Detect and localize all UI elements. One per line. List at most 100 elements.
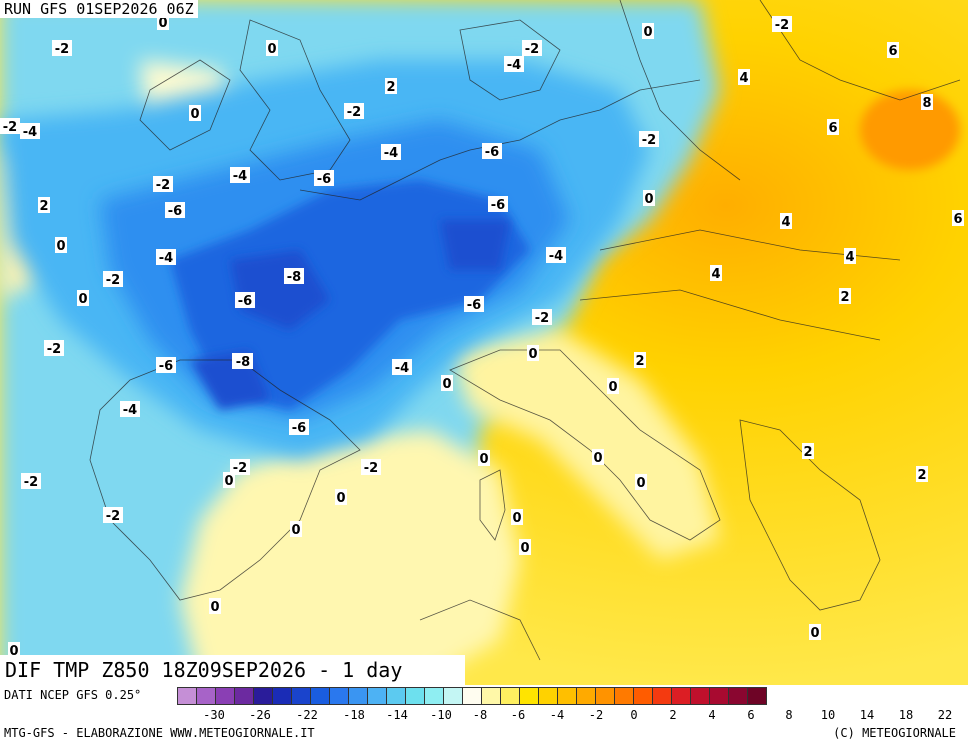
contour-label-bg [504,56,524,72]
legend: DATI NCEP GFS 0.25° -30 -26 -22 -18 -14 -10 -8… [0,685,968,745]
contour-label-bg [780,213,792,229]
contour-label-bg [153,176,173,192]
field-pale-italy [450,330,720,560]
contour-label-bg [103,271,123,287]
contour-label: 0 [336,491,345,506]
contour-label-bg [284,268,304,284]
contour-label: 4 [739,71,748,86]
contour-label: 2 [803,445,812,460]
legend-swatch [652,687,672,705]
contour-label-bg [156,357,176,373]
credit-left: MTG-GFS - ELABORAZIONE WWW.METEOGIORNALE… [4,726,315,740]
data-source: DATI NCEP GFS 0.25° [4,688,142,702]
contour-label: -6 [238,294,252,309]
contour-label: -4 [123,403,137,418]
contour-label: -4 [549,249,563,264]
legend-tick-label: 18 [898,708,914,722]
field-cold-deep [190,220,510,410]
legend-tick-label: -14 [386,708,408,722]
contour-label-bg [189,105,201,121]
contour-label: 0 [224,474,233,489]
contour-label: 0 [190,107,199,122]
contour-label-bg [802,443,814,459]
contour-label-bg [511,509,523,525]
contour-label: -8 [287,270,301,285]
field-cold-core [170,180,530,410]
legend-swatch [557,687,577,705]
field-warm-core [860,90,960,170]
legend-swatch [386,687,406,705]
contour-label-bg [519,539,531,555]
legend-swatch [348,687,368,705]
contour-label-bg [738,69,750,85]
legend-tick-label: -22 [296,708,318,722]
contour-label: -2 [106,273,120,288]
contour-label-bg [639,131,659,147]
contour-label-bg [482,143,502,159]
legend-swatch [462,687,482,705]
contour-label: 2 [840,290,849,305]
contour-label-bg [0,118,20,134]
contour-label: 0 [78,292,87,307]
contour-label-bg [230,167,250,183]
contour-label-bg [290,521,302,537]
contour-label-bg [634,352,646,368]
contour-label: -2 [535,311,549,326]
legend-tick-label: -2 [588,708,604,722]
contour-label-bg [441,375,453,391]
contour-label-bg [77,290,89,306]
contour-label-bg [916,466,928,482]
contour-label: 0 [636,476,645,491]
contour-label: 0 [442,377,451,392]
contour-label: -2 [106,509,120,524]
contour-label: 6 [828,121,837,136]
contour-label: 2 [386,80,395,95]
contour-label-bg [488,196,508,212]
legend-tick-label: 6 [747,708,755,722]
contour-label-bg [952,210,964,226]
contour-label-bg [772,16,792,32]
contour-label: 0 [158,16,167,31]
contour-label-bg [921,94,933,110]
contour-label-bg [522,40,542,56]
color-scale-ticks: -30-26-22-18-14-10-8-6-4-202468101418223… [177,708,968,724]
contour-label-bg [156,249,176,265]
contour-label-bg [38,197,50,213]
contour-label: 6 [888,44,897,59]
contour-label: 0 [593,451,602,466]
contour-label-bg [8,642,20,658]
legend-swatch [367,687,387,705]
legend-swatch [595,687,615,705]
contour-label: 4 [845,250,854,265]
run-label: RUN GFS 01SEP2026 06Z [0,0,198,18]
contour-label-bg [120,401,140,417]
contour-label: 0 [479,452,488,467]
contour-label: -6 [159,359,173,374]
contour-label-bg [392,359,412,375]
contour-label: 0 [210,600,219,615]
contour-label: -6 [467,298,481,313]
contour-label: -2 [3,120,17,135]
contour-label: -4 [159,251,173,266]
contour-label: 0 [56,239,65,254]
contour-label-bg [527,345,539,361]
contour-label-bg [235,292,255,308]
contour-label: -2 [156,178,170,193]
contour-label-bg [21,473,41,489]
contour-label: 6 [953,212,962,227]
temperature-anomaly-map: 0 -2 0 0 -2 -4 -2 4 6 2 8 -4 -2 0 -4 -2 6 -6 -6 -2 -4 -6 -2 2 -6… [0,0,968,685]
contour-label: 0 [520,541,529,556]
contour-label: -4 [23,125,37,140]
field-pale-south [180,430,520,685]
legend-swatch [576,687,596,705]
legend-tick-label: 2 [669,708,677,722]
color-scale [177,687,767,705]
contour-label-bg [55,237,67,253]
contour-label: -6 [292,421,306,436]
contour-label-bg [464,296,484,312]
contour-label-bg [478,450,490,466]
contour-label-bg [809,624,821,640]
legend-tick-label: 4 [708,708,716,722]
contour-label: 0 [528,347,537,362]
contour-label-bg [157,14,169,30]
